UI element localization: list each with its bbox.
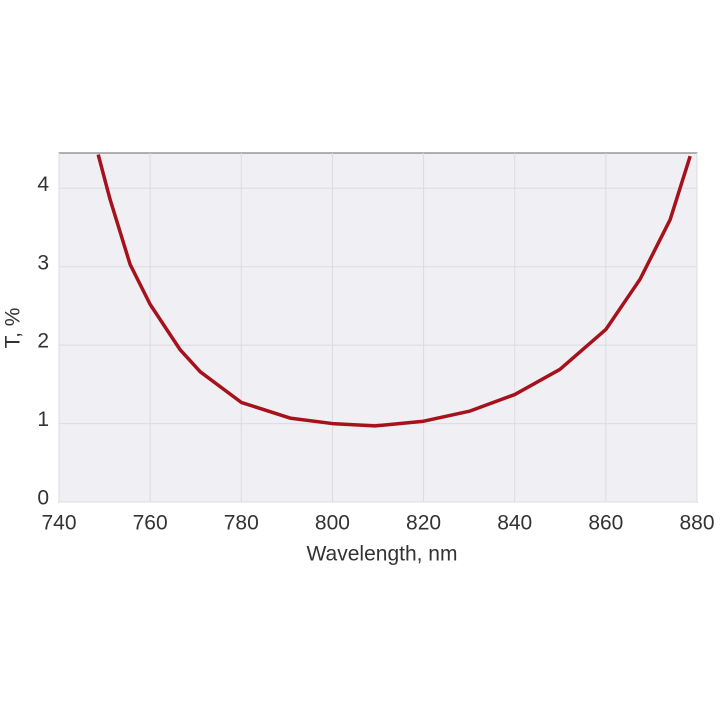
x-tick-label: 800	[315, 512, 350, 535]
data-line	[96, 154, 692, 428]
x-tick-label: 760	[133, 512, 168, 535]
y-axis-label: T, %	[2, 308, 25, 349]
y-tick-label: 0	[37, 487, 49, 510]
plot-area	[58, 152, 698, 503]
y-tick-label: 3	[37, 251, 49, 274]
x-tick-label: 880	[679, 512, 714, 535]
x-axis-label: Wavelength, nm	[307, 543, 458, 566]
y-tick-label: 1	[37, 408, 49, 431]
x-tick-label: 780	[224, 512, 259, 535]
y-tick-label: 4	[37, 173, 49, 196]
x-tick-label: 840	[497, 512, 532, 535]
x-tick-label: 820	[406, 512, 441, 535]
x-tick-label: 860	[588, 512, 623, 535]
x-tick-label: 740	[41, 512, 76, 535]
y-tick-label: 2	[37, 330, 49, 353]
